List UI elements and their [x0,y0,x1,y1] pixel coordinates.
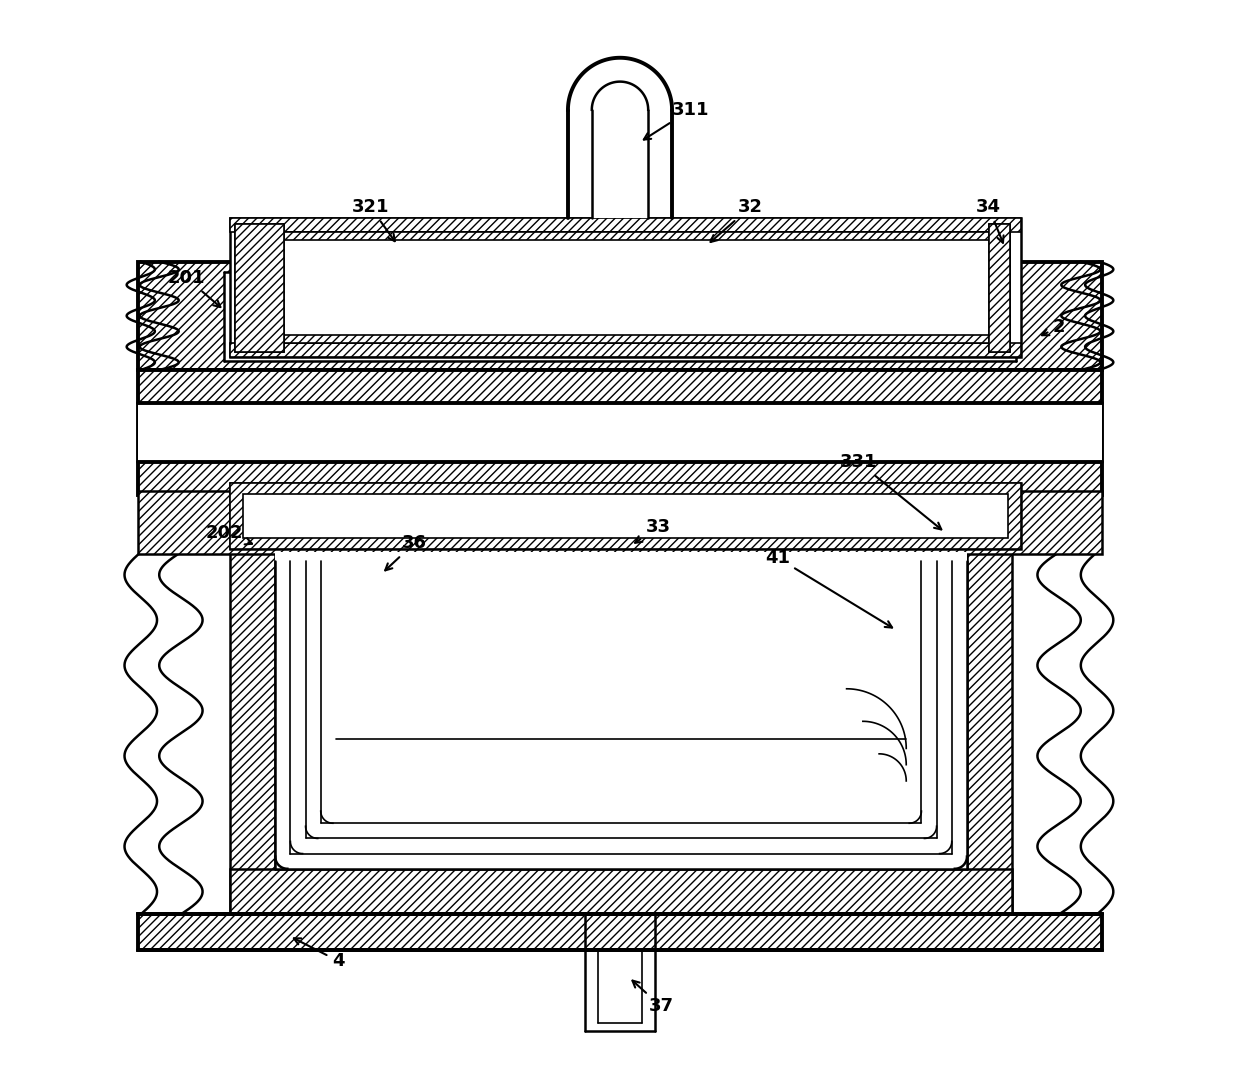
Bar [246,240,994,335]
Bar [229,342,1022,357]
Bar [241,233,1011,342]
Text: 37: 37 [632,980,673,1015]
Bar [138,402,1102,462]
Text: 201: 201 [167,268,221,307]
Bar [949,563,967,869]
Bar [988,224,1011,351]
Bar [229,483,1022,549]
Text: 321: 321 [352,199,394,241]
Bar [236,224,284,351]
Bar [275,850,967,869]
Text: 2: 2 [1042,317,1065,336]
Wedge shape [591,82,649,110]
Bar [138,370,1102,495]
Text: 32: 32 [711,199,763,242]
Text: 34: 34 [976,199,1003,242]
Bar [229,218,1022,233]
Bar [138,491,1102,554]
Text: 36: 36 [386,535,427,571]
Bar [243,493,1008,538]
Bar [138,914,1102,950]
Text: 33: 33 [635,518,671,542]
Bar [275,563,294,869]
Text: 41: 41 [765,549,892,627]
Bar [241,233,1011,342]
Bar [229,552,275,914]
Bar [138,262,1102,370]
Text: 331: 331 [839,453,941,529]
Bar [275,552,967,869]
Bar [591,110,649,218]
Bar [229,869,1013,914]
Text: 202: 202 [206,524,252,545]
Bar [224,273,1016,361]
Bar [229,483,1022,549]
Bar [967,552,1013,914]
Bar [988,224,1011,351]
Bar [229,218,1022,357]
Text: 4: 4 [294,938,345,970]
Text: 311: 311 [644,101,709,139]
Bar [236,224,284,351]
